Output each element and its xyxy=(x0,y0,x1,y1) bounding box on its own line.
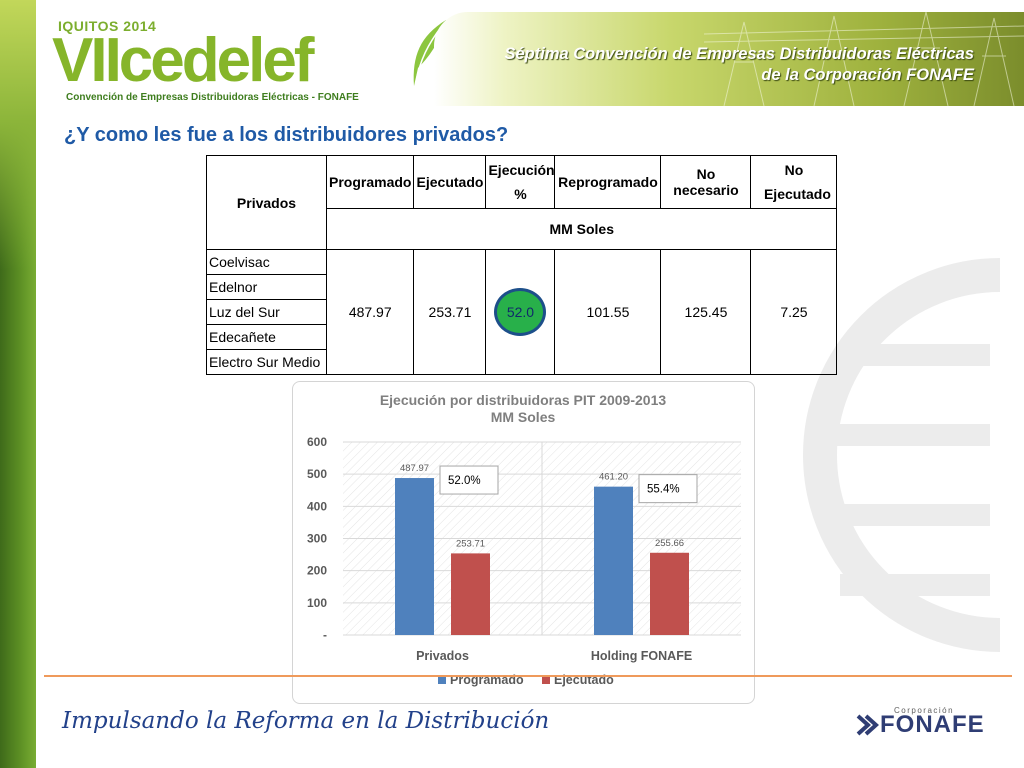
ejecucion-highlight: 52.0 xyxy=(494,288,547,336)
value-reprogramado: 101.55 xyxy=(554,249,662,375)
annotation-box xyxy=(439,465,499,495)
bar-chart: Ejecución por distribuidoras PIT 2009-20… xyxy=(307,392,741,687)
cedelef-logo: IQUITOS 2014 VIIcedelef Convención de Em… xyxy=(46,14,446,106)
fonafe-logo: Corporación FONAFE xyxy=(854,706,984,742)
value-no-ejecutado: 7.25 xyxy=(750,249,838,375)
company-name: Edelnor xyxy=(206,274,327,300)
power-lines-icon xyxy=(704,12,1024,106)
legend-swatch xyxy=(438,676,446,684)
chart-container: Ejecución por distribuidoras PIT 2009-20… xyxy=(292,381,755,704)
y-tick-label: 400 xyxy=(307,499,327,513)
banner-line-1: Séptima Convención de Empresas Distribui… xyxy=(504,45,975,63)
header-no-necesario: No necesario xyxy=(660,155,752,209)
header: IQUITOS 2014 VIIcedelef Convención de Em… xyxy=(36,0,1024,110)
y-tick-label: 100 xyxy=(307,596,327,610)
header-ejecucion-label: Ejecución % xyxy=(488,162,555,202)
units-row: MM Soles xyxy=(325,208,838,250)
annotation-label: 52.0% xyxy=(448,475,481,487)
banner-title: Séptima Convención de Empresas Distribui… xyxy=(505,44,975,86)
logo-location-year: IQUITOS 2014 xyxy=(58,18,157,34)
results-table: Privados Programado Ejecutado Ejecución … xyxy=(206,155,838,375)
header-ejecutado: Ejecutado xyxy=(413,155,487,209)
fonafe-watermark-icon xyxy=(803,258,1000,652)
value-no-necesario: 125.45 xyxy=(660,249,752,375)
slide-title: ¿Y como les fue a los distribuidores pri… xyxy=(64,124,509,146)
company-name: Electro Sur Medio xyxy=(206,349,327,375)
bar-ejecutado xyxy=(451,553,490,635)
y-tick-label: 200 xyxy=(307,564,327,578)
legend-swatch xyxy=(542,676,550,684)
value-programado: 487.97 xyxy=(325,249,415,375)
data-label: 253.71 xyxy=(456,538,485,549)
header-ejecucion-pct: Ejecución % xyxy=(485,155,556,209)
company-name: Luz del Sur xyxy=(206,299,327,325)
chart-subtitle: MM Soles xyxy=(491,409,556,425)
header-banner: Séptima Convención de Empresas Distribui… xyxy=(434,12,1024,106)
data-label: 487.97 xyxy=(400,463,429,474)
bar-ejecutado xyxy=(650,552,689,635)
y-tick-label: - xyxy=(323,628,327,642)
left-band-highlight xyxy=(0,0,36,270)
fonafe-corporacion-label: Corporación xyxy=(894,706,955,715)
x-category-label: Privados xyxy=(416,649,469,663)
header-no-ejecutado: No Ejecutado xyxy=(750,155,838,209)
footer-slogan: Impulsando la Reforma en la Distribución xyxy=(62,708,550,734)
annotation-box xyxy=(638,474,698,504)
logo-subtitle: Convención de Empresas Distribuidoras El… xyxy=(66,92,359,103)
chart-title: Ejecución por distribuidoras PIT 2009-20… xyxy=(380,392,667,408)
value-ejecutado: 253.71 xyxy=(413,249,487,375)
company-name: Edecañete xyxy=(206,324,327,350)
annotation-label: 55.4% xyxy=(647,484,680,496)
data-label: 255.66 xyxy=(655,538,684,549)
header-no-ejecutado-label: No Ejecutado xyxy=(763,162,831,202)
header-programado: Programado xyxy=(325,155,415,209)
x-category-label: Holding FONAFE xyxy=(591,649,692,663)
y-tick-label: 300 xyxy=(307,532,327,546)
logo-wordmark: VIIcedelef xyxy=(52,26,314,95)
footer-divider xyxy=(44,675,1012,677)
header-reprogramado: Reprogramado xyxy=(554,155,662,209)
data-label: 461.20 xyxy=(599,472,628,483)
banner-line-2: de la Corporación FONAFE xyxy=(761,66,974,84)
company-name: Coelvisac xyxy=(206,249,327,275)
chevron-right-icon xyxy=(856,714,879,736)
y-tick-label: 500 xyxy=(307,467,327,481)
value-ejecucion-cell: 52.0 xyxy=(485,249,556,375)
bar-programado xyxy=(594,486,633,635)
bar-programado xyxy=(395,478,434,635)
y-tick-label: 600 xyxy=(307,435,327,449)
header-privados: Privados xyxy=(206,155,327,250)
fonafe-name: FONAFE xyxy=(880,711,985,738)
